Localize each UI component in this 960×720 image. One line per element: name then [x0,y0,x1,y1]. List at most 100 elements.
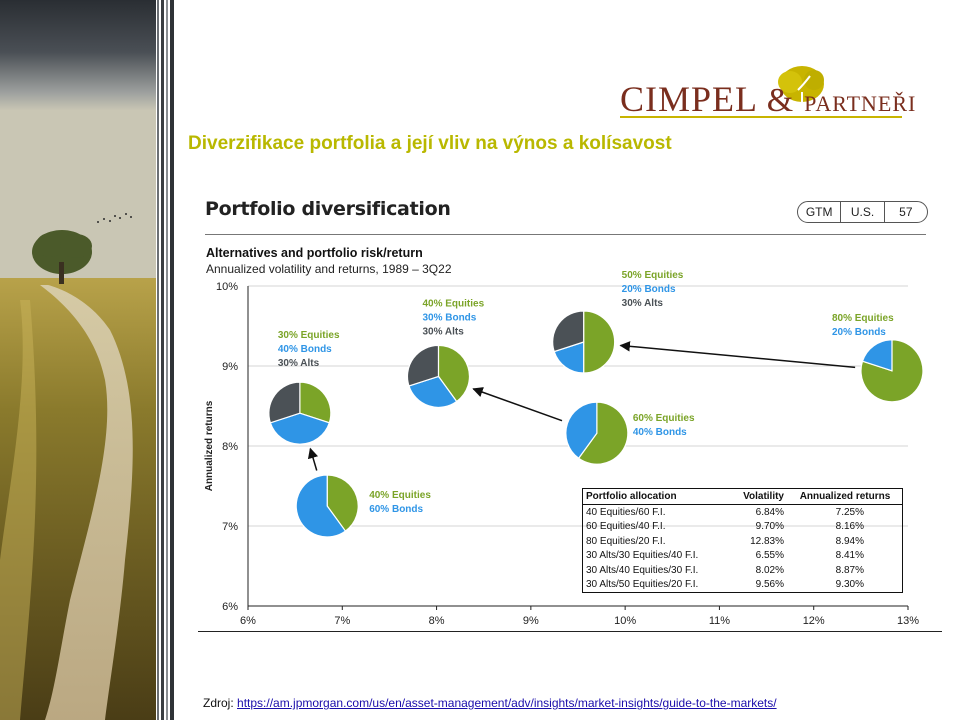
badge-gtm: GTM [798,202,842,222]
table-cell: 8.41% [835,550,864,562]
table-row: 30 Alts/40 Equities/30 F.I. 8.02% 8.87% [583,563,902,578]
equities-slice [326,474,359,532]
table-cell: 30 Alts/30 Equities/40 F.I. [586,550,699,562]
y-tick-label: 9% [222,361,238,373]
table-header: Portfolio allocation [586,491,677,502]
pie-label: 30% Bonds [422,312,476,323]
pie-label: 40% Equities [369,490,431,501]
table-cell: 8.94% [835,535,864,547]
table-cell: 30 Alts/40 Equities/30 F.I. [586,564,699,576]
table-cell: 6.55% [755,550,784,562]
pie-label: 80% Equities [832,313,894,324]
landscape-photo [0,0,156,720]
table-cell: 8.02% [755,564,784,576]
bonds-slice [269,412,331,445]
y-tick-label: 7% [222,521,238,533]
x-tick-label: 7% [334,615,350,627]
pie-label: 60% Bonds [369,504,423,515]
pie-80-equities-20-f-i- [860,339,924,403]
table-cell: 6.84% [755,506,784,518]
source-prefix: Zdroj: [203,696,238,710]
company-logo: CIMPEL & PARTNEŘI [620,62,915,124]
table-row: 30 Alts/50 Equities/20 F.I. 9.56% 9.30% [583,578,902,593]
shift-arrow [472,387,563,422]
tree-logo-icon [778,66,824,106]
chart-subtitle: Annualized volatility and returns, 1989 … [206,262,452,276]
pie-label: 30% Alts [278,358,320,369]
x-tick-label: 8% [429,615,445,627]
pie-label: 40% Bonds [278,344,332,355]
y-tick-label: 6% [222,601,238,613]
table-cell: 9.56% [755,579,784,591]
logo-underline [620,116,902,118]
table-cell: 60 Equities/40 F.I. [586,521,666,533]
x-tick-label: 6% [240,615,256,627]
pie-60-equities-40-f-i- [565,401,629,465]
alts-slice [552,310,585,353]
bottom-rule [198,631,942,632]
table-row: 30 Alts/30 Equities/40 F.I. 6.55% 8.41% [583,549,902,564]
pie-label: 30% Alts [622,298,664,309]
table-cell: 8.16% [835,521,864,533]
alts-slice [406,344,440,387]
slide-title: Diverzifikace portfolia a její vliv na v… [188,133,672,154]
pie-30-alts-40-equities-30-f-i- [406,344,471,408]
pie-label: 40% Bonds [633,427,687,438]
pie-label: 40% Equities [422,298,484,309]
table-cell: 80 Equities/20 F.I. [586,535,666,547]
source-line: Zdroj: https://am.jpmorgan.com/us/en/ass… [203,696,777,710]
pie-label: 50% Equities [622,270,684,281]
x-tick-label: 13% [897,615,919,627]
bonds-slice [408,375,458,408]
equities-slice [299,381,332,424]
pie-label: 20% Bonds [832,327,886,338]
table-header: Volatility [743,491,784,502]
x-tick-label: 10% [614,615,636,627]
badge-region: U.S. [841,202,885,222]
pie-label: 30% Alts [422,326,464,337]
gtm-badge: GTM U.S. 57 [797,201,928,223]
equities-slice [583,310,616,374]
pie-40-equities-60-f-i- [295,474,359,538]
bonds-slice [861,339,893,372]
alts-slice [268,381,301,424]
table-cell: 12.83% [750,535,784,547]
pie-30-alts-30-equities-40-f-i- [268,381,332,445]
table-row: 40 Equities/60 F.I. 6.84% 7.25% [583,505,902,520]
table-cell: 30 Alts/50 Equities/20 F.I. [586,579,699,591]
table-row: 60 Equities/40 F.I. 9.70% 8.16% [583,520,902,535]
table-cell: 7.25% [835,506,864,518]
y-tick-label: 8% [222,441,238,453]
equities-slice [577,401,629,465]
x-tick-label: 12% [803,615,825,627]
equities-slice [860,339,924,403]
shift-arrow [619,341,856,369]
logo-main-text: CIMPEL [620,79,757,119]
allocation-table: Portfolio allocation Volatility Annualiz… [582,488,903,593]
table-cell: 9.70% [755,521,784,533]
panel-title: Portfolio diversification [205,198,451,220]
pie-label: 60% Equities [633,413,695,424]
pie-label: 30% Equities [278,330,340,341]
pie-label: 20% Bonds [622,284,676,295]
table-cell: 40 Equities/60 F.I. [586,506,666,518]
table-row: 80 Equities/20 F.I. 12.83% 8.94% [583,534,902,549]
table-header: Annualized returns [799,491,891,502]
source-link[interactable]: https://am.jpmorgan.com/us/en/asset-mana… [237,696,777,710]
x-tick-label: 11% [709,615,730,627]
bonds-slice [295,474,347,538]
table-header-row: Portfolio allocation Volatility Annualiz… [583,489,902,505]
x-tick-label: 9% [523,615,539,627]
logo-text: CIMPEL & PARTNEŘI [620,78,916,120]
y-tick-label: 10% [216,281,238,293]
logo-partners-text: PARTNEŘI [804,91,917,116]
table-cell: 8.87% [835,564,864,576]
bonds-slice [565,401,598,460]
badge-page: 57 [899,205,913,219]
pie-30-alts-50-equities-20-f-i- [552,310,616,374]
table-cell: 9.30% [835,579,864,591]
y-axis-label: Annualized returns [204,400,215,491]
chart-title: Alternatives and portfolio risk/return [206,246,423,260]
equities-slice [437,344,471,403]
